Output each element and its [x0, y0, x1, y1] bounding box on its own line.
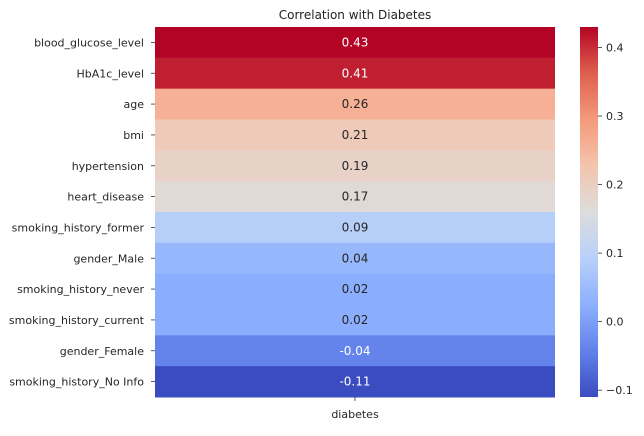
heatmap-cell	[155, 273, 555, 305]
heatmap-cell	[155, 57, 555, 90]
row-label: hypertension	[72, 160, 144, 173]
cell-value-label: 0.17	[342, 190, 369, 204]
cell-value-label: 0.43	[342, 35, 369, 49]
cell-value-label: 0.26	[342, 97, 369, 111]
colorbar-tick-label: 0.2	[606, 179, 624, 192]
row-label: HbA1c_level	[77, 67, 144, 80]
row-label: age	[124, 98, 145, 111]
row-label: bmi	[123, 129, 144, 142]
cell-value-label: 0.02	[342, 313, 369, 327]
heatmap-cell	[155, 27, 555, 59]
colorbar-gradient	[580, 27, 598, 397]
chart-title: Correlation with Diabetes	[279, 8, 432, 22]
heatmap-cell	[155, 150, 555, 182]
row-label: smoking_history_No Info	[9, 376, 144, 389]
cell-value-label: 0.09	[342, 220, 369, 234]
column-labels: diabetes	[331, 397, 379, 421]
colorbar: −0.1 0.0 0.1 0.2 0.3 0.4	[580, 27, 633, 397]
heatmap-cell	[155, 242, 555, 275]
cell-value-label: 0.02	[342, 282, 369, 296]
cell-value-label: -0.04	[339, 344, 370, 358]
heatmap-cells: 0.43 0.41 0.26 0.21 0.19 0.17 0.09 0.04 0.02 0.02…	[155, 27, 555, 398]
colorbar-tick-label: 0.1	[606, 247, 624, 260]
heatmap-cell	[155, 304, 555, 336]
row-label: gender_Male	[73, 252, 144, 265]
heatmap-cell	[155, 181, 555, 213]
colorbar-tick-label: 0.4	[606, 42, 624, 55]
row-label: gender_Female	[60, 345, 144, 358]
row-label: blood_glucose_level	[34, 36, 144, 49]
heatmap-cell	[155, 212, 555, 244]
cell-value-label: 0.19	[342, 159, 369, 173]
row-label: heart_disease	[67, 191, 144, 204]
row-label: smoking_history_former	[12, 221, 145, 234]
cell-value-label: -0.11	[339, 375, 370, 389]
colorbar-tick-label: 0.0	[606, 316, 624, 329]
cell-value-label: 0.04	[342, 251, 369, 265]
colorbar-tick-label: 0.3	[606, 110, 624, 123]
column-label: diabetes	[331, 408, 379, 421]
heatmap-cell	[155, 335, 555, 367]
heatmap-cell	[155, 88, 555, 120]
row-label: smoking_history_never	[17, 283, 144, 296]
heatmap-cell	[155, 366, 555, 398]
cell-value-label: 0.21	[342, 128, 369, 142]
colorbar-tick-label: −0.1	[606, 384, 633, 397]
heatmap-cell	[155, 119, 555, 151]
row-label: smoking_history_current	[9, 314, 145, 327]
cell-value-label: 0.41	[342, 66, 369, 80]
